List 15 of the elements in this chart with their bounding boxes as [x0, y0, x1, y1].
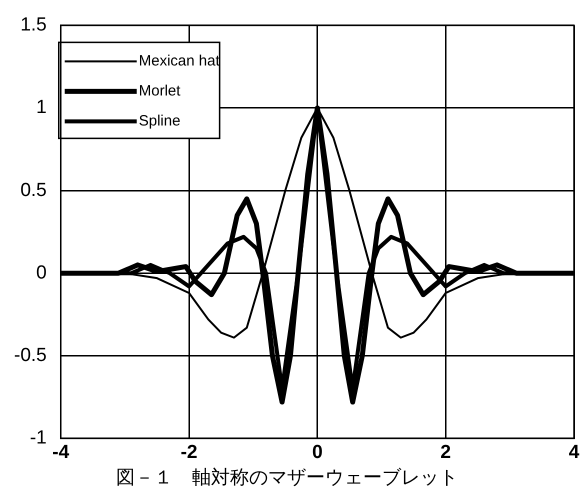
- y-tick-label: 0: [36, 262, 47, 284]
- x-tick-label: 2: [440, 442, 451, 464]
- y-tick-label: -0.5: [14, 345, 47, 366]
- text: 図－１ 軸対称のマザーウェーブレット: [116, 466, 458, 489]
- x-tick-label: 4: [568, 442, 580, 464]
- x-tick-label: -4: [52, 442, 70, 464]
- x-tick-label: 0: [312, 442, 323, 464]
- x-tick-label: -2: [180, 442, 198, 464]
- legend-label: Mexican hat: [138, 52, 220, 70]
- legend-label: Spline: [138, 112, 180, 130]
- y-tick-label: -1: [30, 428, 47, 449]
- y-tick-label: 1: [36, 97, 47, 118]
- y-tick-label: 1.5: [20, 14, 47, 36]
- y-tick-label: 0.5: [20, 180, 47, 201]
- legend-label: Morlet: [138, 82, 182, 100]
